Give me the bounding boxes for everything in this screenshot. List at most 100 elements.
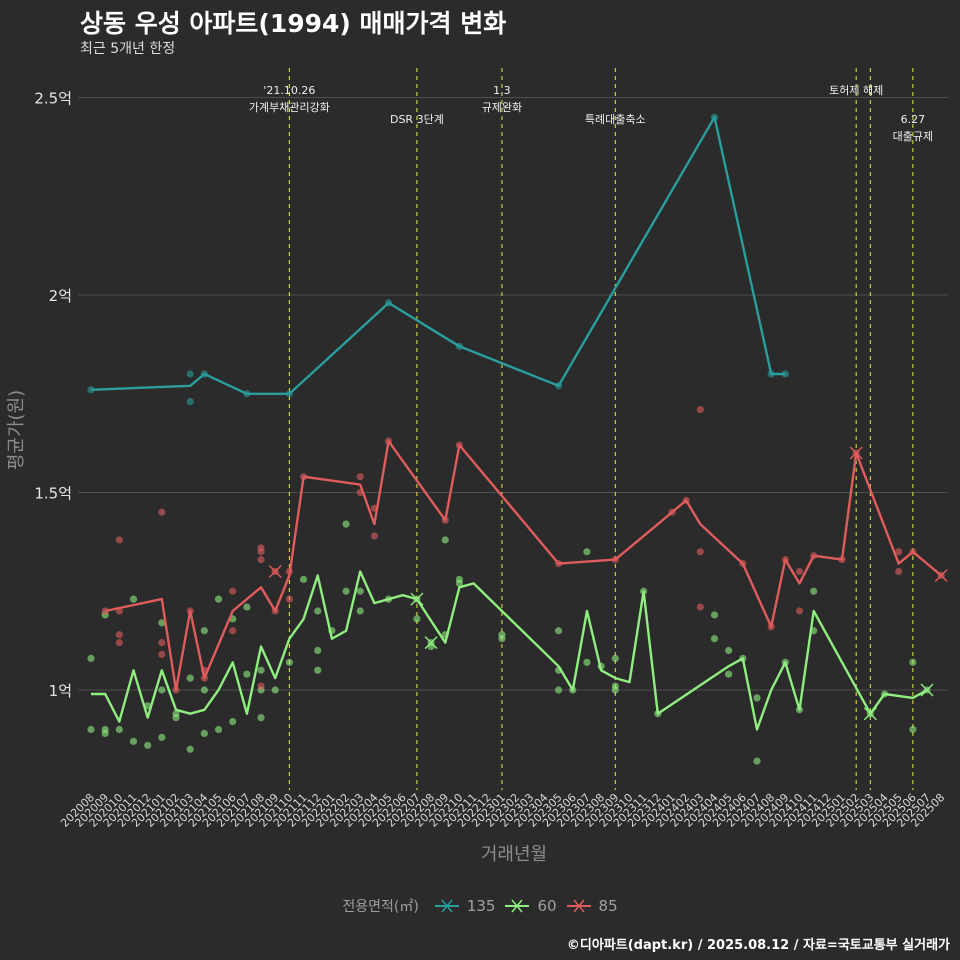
data-point-85 bbox=[696, 548, 704, 556]
data-point-60 bbox=[314, 607, 322, 615]
event-label: 가계부채관리강화 bbox=[249, 101, 330, 114]
transaction-mark-60 bbox=[920, 683, 934, 697]
event-label: DSR 3단계 bbox=[390, 113, 444, 126]
mark-stroke bbox=[920, 683, 934, 697]
data-point-85 bbox=[696, 603, 704, 611]
chart-subtitle: 최근 5개년 한정 bbox=[80, 41, 176, 57]
data-point-60 bbox=[314, 666, 322, 674]
mark-stroke bbox=[863, 707, 877, 721]
data-point-85 bbox=[115, 536, 123, 544]
data-point-85 bbox=[158, 639, 166, 647]
data-point-60 bbox=[115, 725, 123, 734]
data-point-60 bbox=[909, 725, 917, 734]
data-point-60 bbox=[87, 725, 95, 734]
data-point-60 bbox=[271, 686, 279, 694]
data-point-60 bbox=[200, 686, 208, 694]
mark-stroke bbox=[424, 636, 438, 650]
data-point-60 bbox=[314, 646, 322, 655]
data-point-60 bbox=[725, 646, 733, 655]
data-point-60 bbox=[583, 658, 591, 666]
data-point-60 bbox=[144, 741, 152, 749]
event-label: 규제완화 bbox=[482, 101, 522, 114]
data-point-85 bbox=[895, 567, 903, 576]
transaction-mark-60 bbox=[410, 592, 424, 606]
y-axis-label: 평균가(원) bbox=[6, 390, 27, 470]
data-point-60 bbox=[158, 686, 166, 694]
data-point-60 bbox=[753, 757, 761, 765]
data-point-60 bbox=[200, 627, 208, 635]
data-point-60 bbox=[214, 725, 223, 734]
data-point-135 bbox=[781, 370, 789, 378]
legend-key-135 bbox=[434, 899, 459, 913]
data-point-60 bbox=[229, 718, 237, 726]
data-point-60 bbox=[129, 737, 138, 745]
data-point-60 bbox=[555, 627, 563, 635]
data-point-85 bbox=[257, 548, 265, 556]
data-point-60 bbox=[87, 654, 95, 663]
legend-key-60 bbox=[505, 899, 530, 913]
data-point-60 bbox=[710, 611, 719, 619]
series-line-135 bbox=[90, 116, 786, 395]
data-point-60 bbox=[158, 733, 166, 742]
legend-title: 전용면적(㎡) bbox=[342, 899, 419, 915]
data-point-85 bbox=[795, 567, 804, 576]
data-point-60 bbox=[753, 694, 761, 702]
data-point-60 bbox=[186, 674, 194, 682]
transaction-mark-85 bbox=[849, 446, 863, 460]
data-point-85 bbox=[257, 556, 265, 564]
data-point-60 bbox=[810, 587, 818, 595]
event-label: 특례대출축소 bbox=[585, 113, 646, 126]
data-point-60 bbox=[356, 607, 364, 615]
event-label: 6.27 bbox=[901, 113, 926, 126]
legend: 전용면적(㎡) 135 60 85 bbox=[0, 896, 960, 916]
event-label: '21.10.26 bbox=[263, 84, 315, 97]
data-point-60 bbox=[342, 520, 350, 528]
data-point-135 bbox=[186, 398, 194, 406]
data-point-85 bbox=[696, 405, 704, 414]
data-point-60 bbox=[200, 729, 208, 738]
legend-label-135: 135 bbox=[466, 897, 496, 915]
legend-key-85 bbox=[566, 899, 591, 913]
transaction-mark-85 bbox=[934, 568, 948, 582]
y-tick-label: 2억 bbox=[49, 287, 72, 305]
transaction-mark-60 bbox=[424, 636, 438, 650]
data-point-60 bbox=[555, 686, 563, 694]
data-point-60 bbox=[455, 575, 464, 584]
data-point-60 bbox=[243, 670, 251, 678]
mark-stroke bbox=[410, 592, 424, 606]
legend-item-85: 85 bbox=[565, 897, 618, 915]
data-point-60 bbox=[710, 635, 719, 643]
data-point-60 bbox=[101, 729, 109, 738]
transaction-mark-60 bbox=[863, 707, 877, 721]
data-point-85 bbox=[895, 548, 903, 556]
data-point-85 bbox=[370, 532, 378, 540]
data-point-85 bbox=[158, 650, 166, 659]
data-point-60 bbox=[356, 587, 364, 595]
data-point-85 bbox=[285, 595, 293, 603]
data-point-60 bbox=[441, 536, 449, 544]
data-point-85 bbox=[356, 473, 364, 481]
data-point-60 bbox=[129, 595, 138, 603]
mark-stroke bbox=[268, 565, 282, 578]
x-axis-label: 거래년월 bbox=[481, 844, 547, 865]
legend-label-60: 60 bbox=[537, 897, 557, 915]
data-point-60 bbox=[257, 714, 265, 722]
data-point-60 bbox=[725, 670, 733, 678]
data-point-60 bbox=[413, 615, 421, 623]
data-point-60 bbox=[299, 575, 308, 584]
source-caption: ©디아파트(dapt.kr) / 2025.08.12 / 자료=국토교통부 실… bbox=[566, 938, 950, 953]
data-point-60 bbox=[342, 587, 350, 595]
event-label: 토허제 해제 bbox=[829, 83, 883, 97]
data-point-85 bbox=[115, 631, 123, 639]
data-point-60 bbox=[186, 745, 194, 753]
data-point-60 bbox=[158, 619, 166, 627]
data-point-85 bbox=[101, 607, 109, 615]
chart-title: 상동 우성 아파트(1994) 매매가격 변화 bbox=[80, 9, 507, 38]
data-point-85 bbox=[257, 682, 265, 690]
event-label: 대출규제 bbox=[893, 130, 933, 143]
data-point-60 bbox=[214, 595, 223, 603]
legend-label-85: 85 bbox=[598, 897, 618, 915]
data-point-60 bbox=[257, 666, 265, 674]
